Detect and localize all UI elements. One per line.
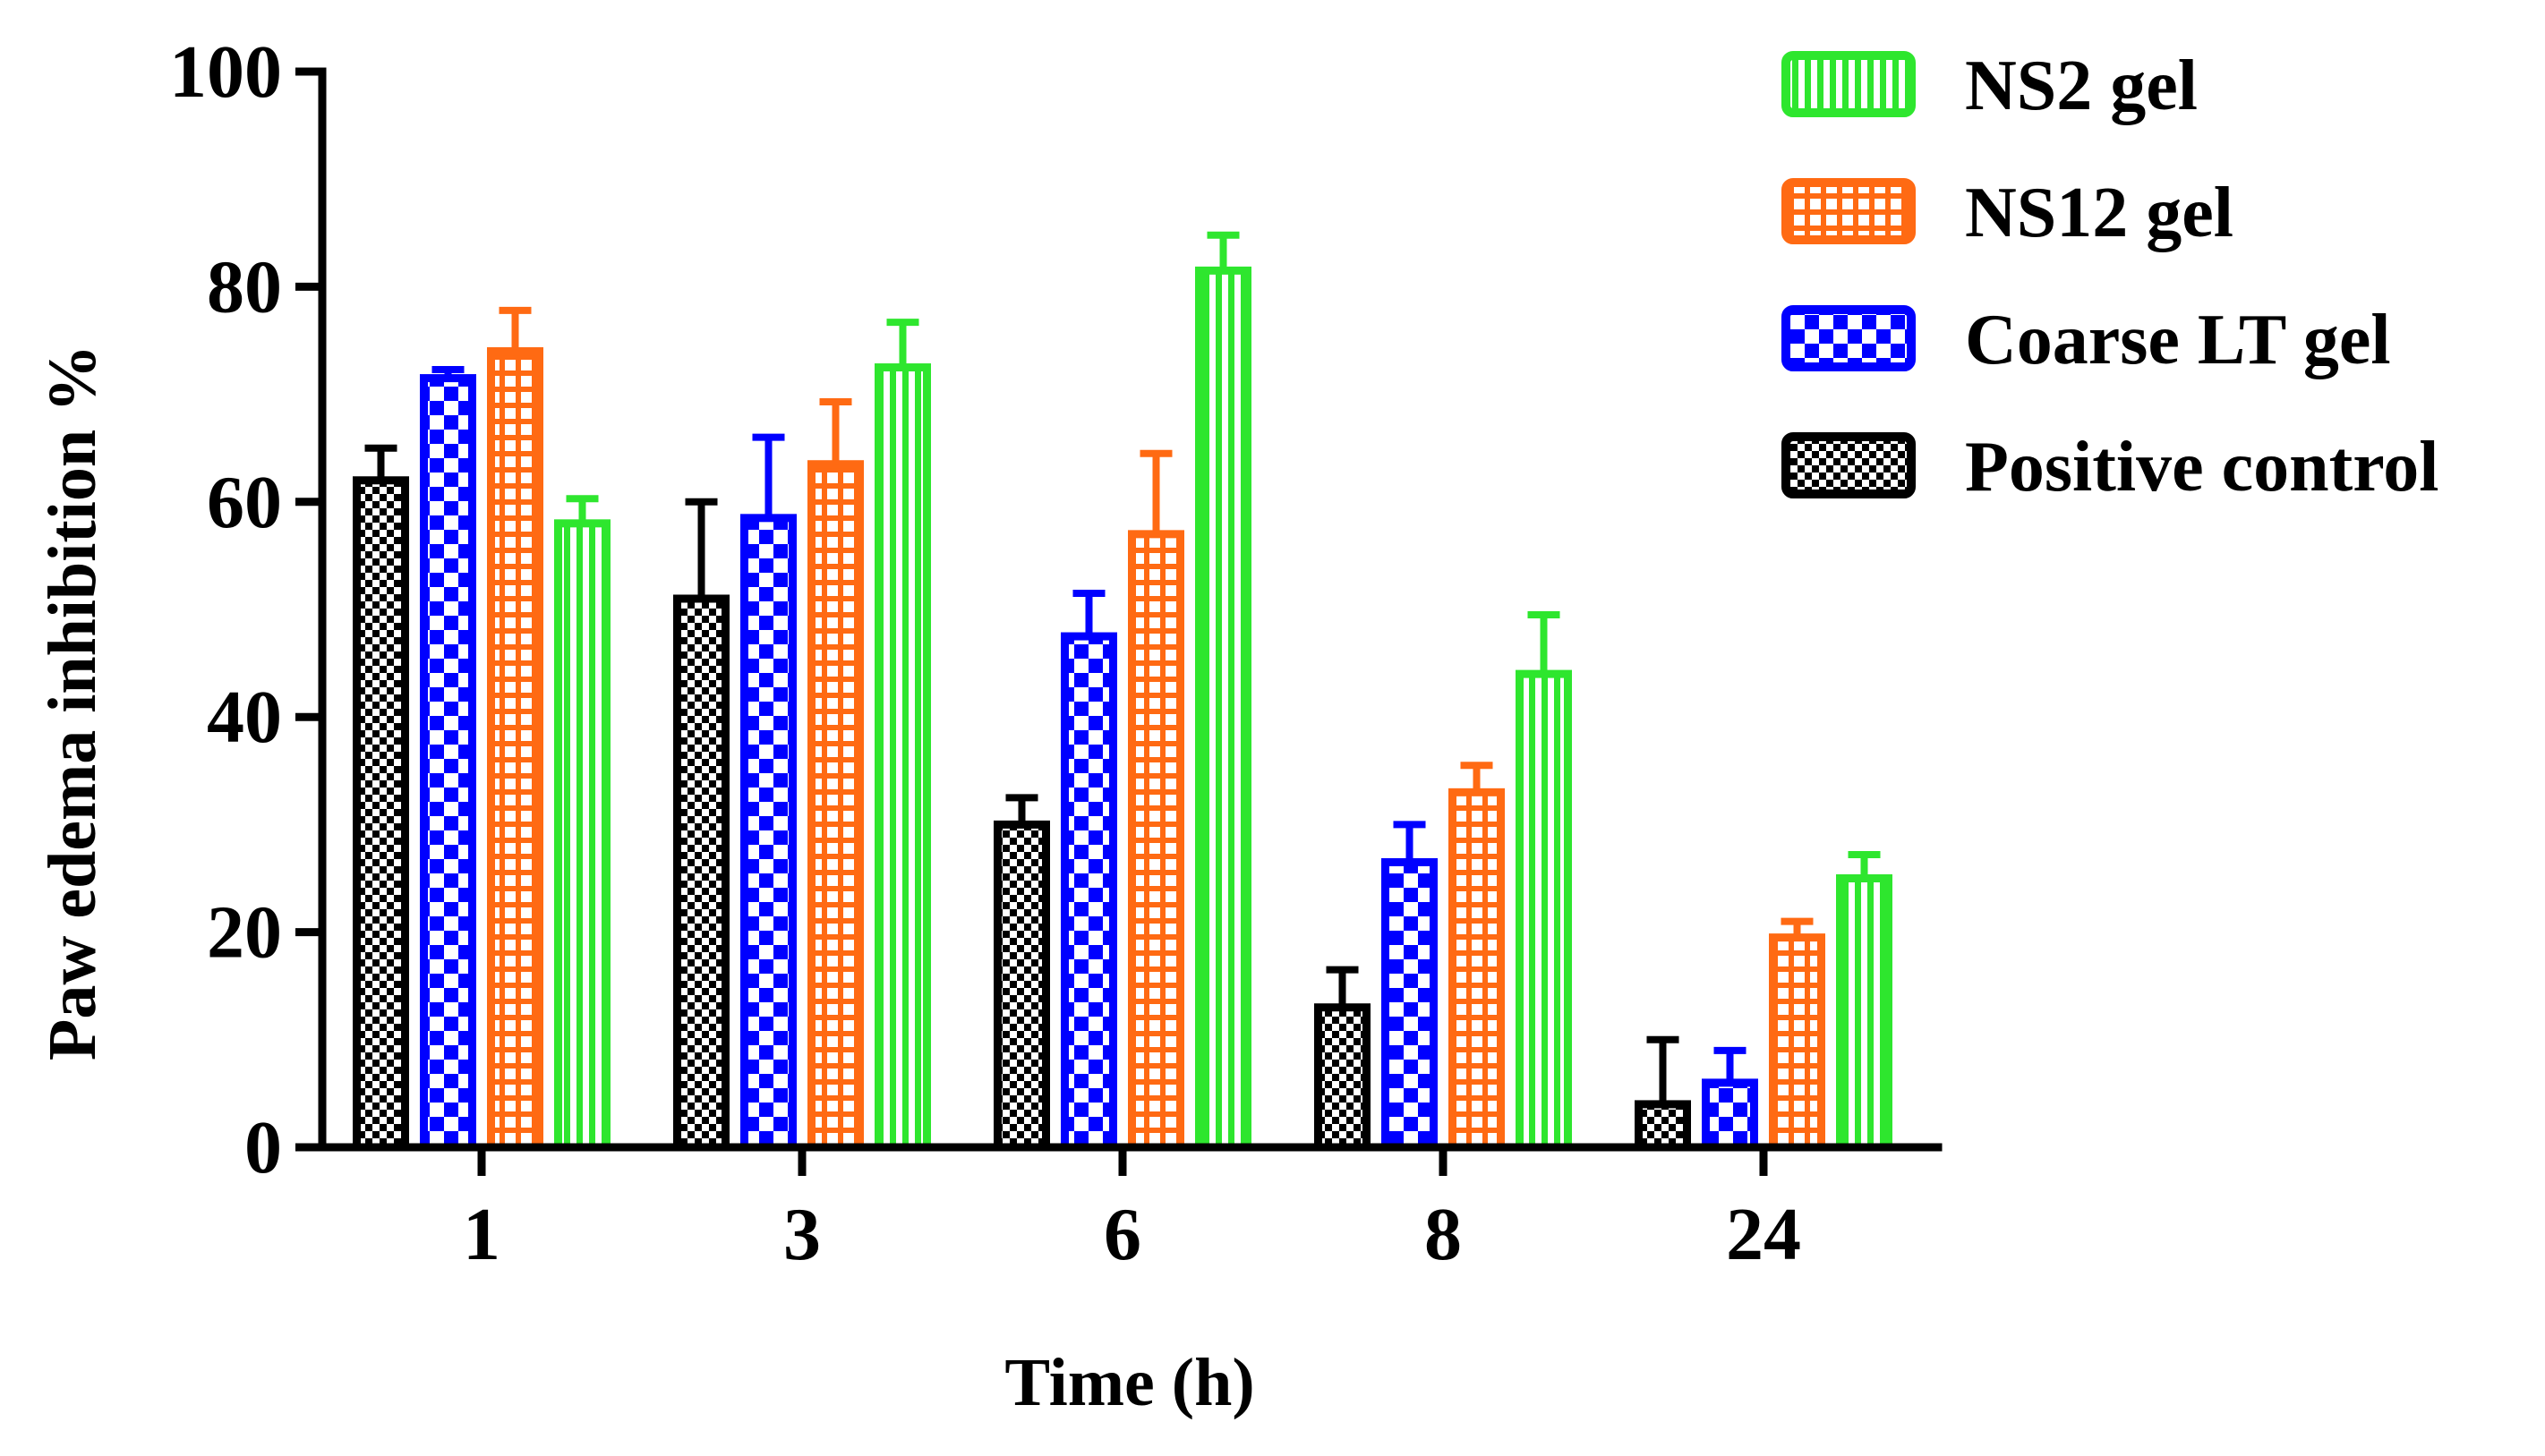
- error-bar-coarse-lt-gel-t24: [1713, 1046, 1746, 1083]
- error-bar-ns12-gel-t8: [1460, 762, 1493, 793]
- error-bar-ns2-gel-t1: [566, 495, 599, 524]
- error-bar-ns12-gel-t24: [1781, 917, 1814, 938]
- bar-ns2-gel-t8: [1516, 669, 1572, 1152]
- bar-coarse-lt-gel-t24: [1702, 1078, 1758, 1152]
- x-tick-label: 8: [1424, 1193, 1462, 1276]
- bar-ns2-gel-t6: [1195, 266, 1251, 1152]
- y-tick-label: 80: [207, 245, 282, 328]
- x-tick-label: 6: [1104, 1193, 1141, 1276]
- legend-item-coarse-lt-gel: Coarse LT gel: [1781, 301, 2391, 379]
- legend-swatch: [1781, 305, 1916, 371]
- legend-swatch: [1781, 178, 1916, 244]
- bar-coarse-lt-gel-t3: [740, 514, 797, 1152]
- error-bars-layer: [364, 231, 1881, 1104]
- y-axis-title: Paw edema inhibition %: [35, 345, 110, 1060]
- error-bar-positive-control-t1: [364, 444, 397, 481]
- legend-swatch: [1781, 51, 1916, 117]
- bar-ns12-gel-t3: [807, 460, 864, 1152]
- error-bar-ns12-gel-t1: [499, 306, 532, 352]
- y-tick-label: 0: [244, 1106, 282, 1189]
- error-bar-ns2-gel-t24: [1848, 851, 1881, 879]
- bar-coarse-lt-gel-t6: [1061, 632, 1117, 1152]
- error-bar-coarse-lt-gel-t3: [752, 433, 785, 518]
- error-bar-coarse-lt-gel-t8: [1393, 821, 1426, 863]
- error-bar-ns2-gel-t3: [886, 319, 919, 368]
- y-tick-label: 60: [207, 461, 282, 544]
- error-bar-coarse-lt-gel-t1: [431, 365, 465, 379]
- bar-positive-control-t6: [994, 820, 1050, 1152]
- error-bar-ns2-gel-t6: [1207, 231, 1240, 271]
- x-tick-label: 24: [1726, 1193, 1801, 1276]
- legend-label: NS12 gel: [1965, 174, 2233, 252]
- bar-ns12-gel-t24: [1769, 933, 1825, 1152]
- bar-positive-control-t24: [1635, 1100, 1691, 1152]
- legend-item-positive-control: Positive control: [1781, 428, 2439, 507]
- bar-positive-control-t3: [673, 594, 730, 1152]
- error-bar-coarse-lt-gel-t6: [1072, 589, 1106, 637]
- bar-ns2-gel-t3: [875, 363, 931, 1152]
- y-tick-label: 20: [207, 891, 282, 975]
- axes: [318, 67, 1943, 1152]
- bar-coarse-lt-gel-t1: [420, 374, 476, 1152]
- y-tick-label: 100: [169, 30, 282, 114]
- legend-swatch: [1781, 432, 1916, 498]
- legend-label: Coarse LT gel: [1965, 301, 2391, 379]
- error-bar-positive-control-t6: [1005, 794, 1038, 825]
- error-bar-positive-control-t8: [1326, 966, 1359, 1008]
- bar-coarse-lt-gel-t8: [1381, 857, 1438, 1152]
- legend-item-ns12-gel: NS12 gel: [1781, 174, 2233, 252]
- x-ticks: 1 3 6 8 24: [463, 1147, 1801, 1276]
- error-bar-ns12-gel-t3: [819, 398, 852, 464]
- legend-label: Positive control: [1965, 428, 2439, 507]
- bar-ns12-gel-t8: [1448, 788, 1505, 1152]
- error-bar-ns2-gel-t8: [1527, 611, 1560, 675]
- y-tick-label: 40: [207, 676, 282, 759]
- bar-ns2-gel-t24: [1836, 874, 1892, 1152]
- legend-item-ns2-gel: NS2 gel: [1781, 47, 2198, 125]
- y-ticks: 0 20 40 60 80 100: [169, 30, 322, 1189]
- error-bar-ns12-gel-t6: [1140, 449, 1173, 534]
- legend-label: NS2 gel: [1965, 47, 2198, 125]
- bar-positive-control-t1: [353, 476, 409, 1152]
- error-bar-positive-control-t3: [685, 498, 718, 599]
- bar-ns12-gel-t6: [1128, 530, 1184, 1152]
- legend: NS2 gel NS12 gel Coarse LT gel Positive con…: [1781, 47, 2439, 507]
- bars-layer: [353, 266, 1892, 1152]
- x-tick-label: 1: [463, 1193, 500, 1276]
- error-bar-positive-control-t24: [1646, 1035, 1679, 1104]
- x-tick-label: 3: [783, 1193, 821, 1276]
- bar-ns2-gel-t1: [554, 519, 611, 1152]
- bar-ns12-gel-t1: [487, 347, 543, 1152]
- bar-positive-control-t8: [1314, 1003, 1371, 1152]
- x-axis-title: Time (h): [1004, 1345, 1254, 1420]
